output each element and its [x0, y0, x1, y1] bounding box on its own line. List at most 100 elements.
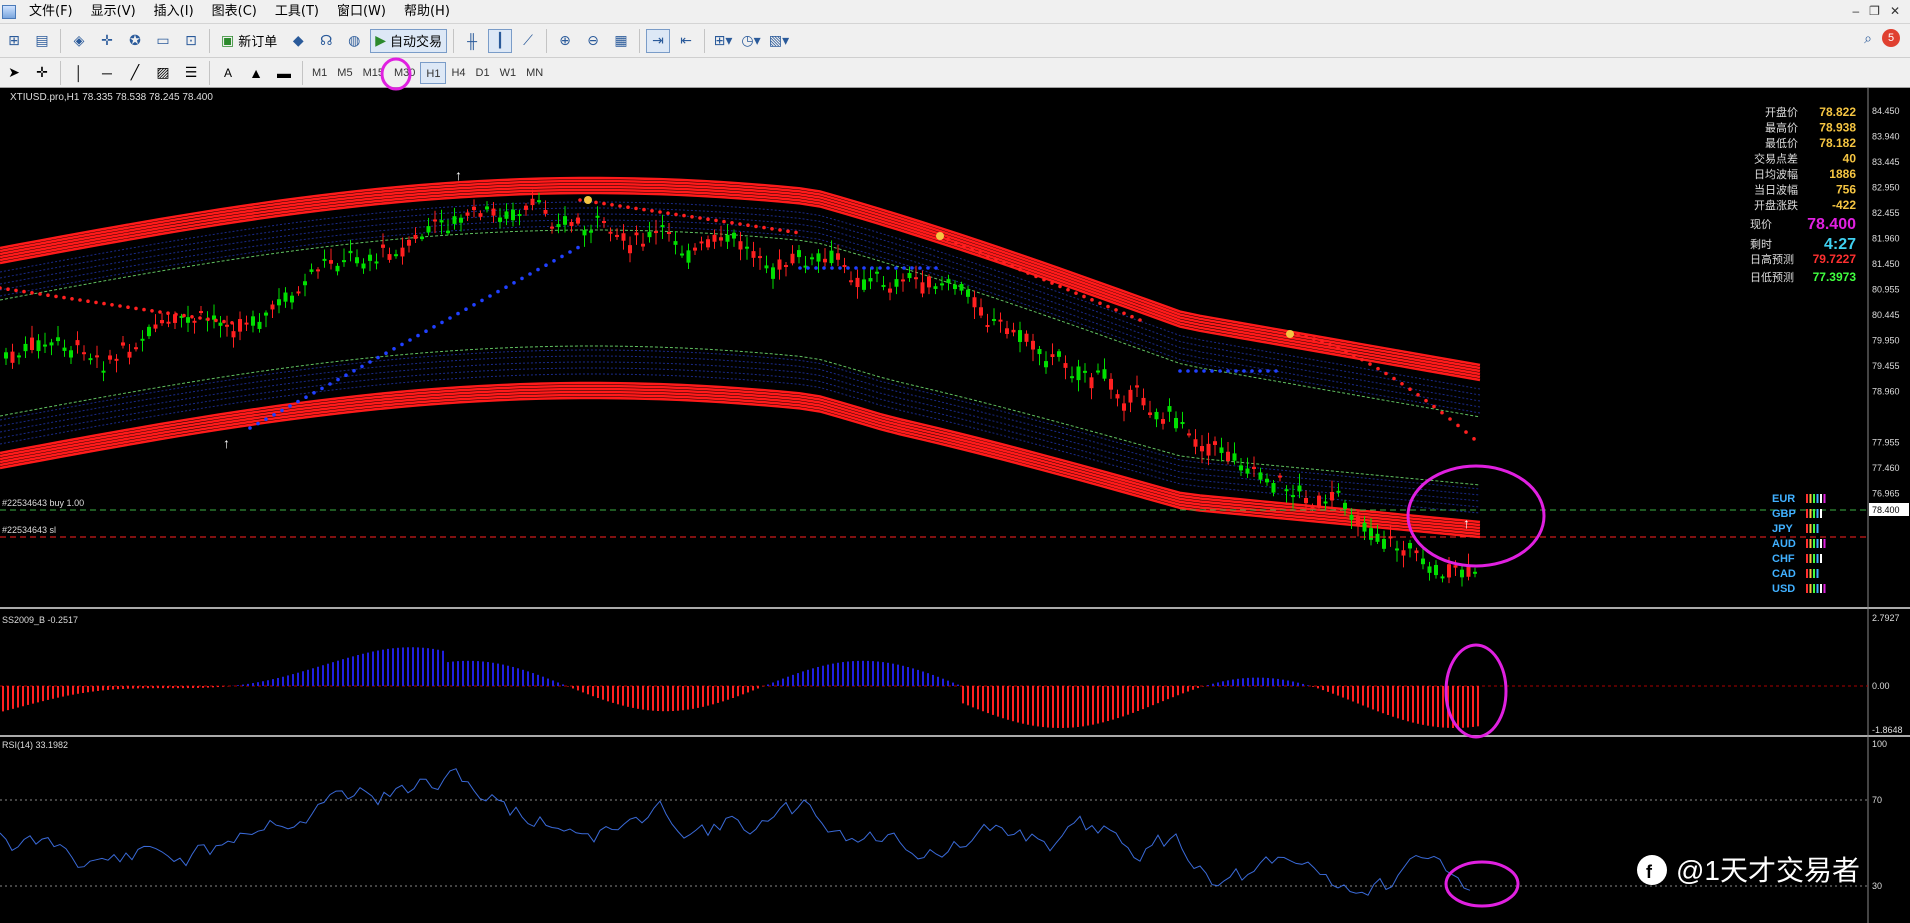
arrow-sign-icon[interactable]: ▲ — [249, 64, 263, 81]
candle-body — [290, 295, 294, 303]
text-label-icon[interactable]: A — [223, 65, 232, 80]
menu-insert[interactable]: 插入(I) — [153, 3, 194, 19]
channel-icon[interactable]: ▨ — [156, 64, 170, 80]
menu-view[interactable]: 显示(V) — [90, 3, 136, 19]
watermark-text: @1天才交易者 — [1676, 855, 1860, 886]
auto-scroll-icon[interactable]: ⇥ — [646, 28, 671, 53]
candle-body — [1083, 370, 1087, 373]
red-trend-dot — [1138, 318, 1142, 322]
vertical-line-icon[interactable]: │ — [74, 64, 84, 81]
crosshair-icon[interactable]: ✛ — [36, 64, 48, 80]
chart-shift-icon[interactable]: ⇤ — [680, 32, 692, 48]
timeframe-m15[interactable]: M15 — [362, 66, 384, 79]
shapes-icon[interactable]: ▬ — [277, 64, 291, 81]
timeframe-m5[interactable]: M5 — [337, 66, 353, 79]
candle-body — [114, 358, 119, 361]
data-window-icon[interactable]: ✛ — [101, 32, 113, 48]
menu-help[interactable]: 帮助(H) — [403, 3, 450, 19]
strength-bar — [1806, 524, 1808, 533]
timeframe-d1[interactable]: D1 — [475, 66, 490, 79]
candle-body — [1362, 522, 1367, 532]
candle-body — [855, 277, 860, 288]
red-trend-dot — [1392, 376, 1396, 381]
currency-label: CHF — [1772, 553, 1795, 565]
strength-bar — [1813, 569, 1815, 578]
navigator-icon[interactable]: ✪ — [129, 32, 141, 48]
tile-windows-icon[interactable]: ▦ — [614, 32, 628, 48]
inner-band-line — [0, 213, 1481, 402]
red-trend-dot — [634, 206, 638, 211]
candle-body — [147, 326, 151, 337]
menu-tools[interactable]: 工具(T) — [274, 3, 319, 19]
price-axis-label: 77.460 — [1872, 463, 1900, 473]
horizontal-line-icon[interactable]: ─ — [102, 64, 112, 81]
zoom-out-icon[interactable]: ⊖ — [587, 32, 599, 48]
timeframe-mn[interactable]: MN — [526, 66, 544, 79]
main-price-pane: XTIUSD.pro,H1 78.335 78.538 78.245 78.40… — [0, 88, 1910, 923]
cursor-icon[interactable]: ➤ — [8, 64, 20, 80]
candle-body — [920, 282, 925, 294]
new-order-button[interactable]: ▣ 新订单 — [216, 29, 282, 53]
blue-trend-dot — [504, 285, 508, 289]
auto-trading-button[interactable]: ▶ 自动交易 — [370, 28, 448, 53]
trendline-icon[interactable]: ╱ — [130, 64, 140, 80]
menu-charts[interactable]: 图表(C) — [211, 3, 257, 19]
timeframe-h1[interactable]: H1 — [420, 61, 447, 84]
price-axis-label: 84.450 — [1872, 106, 1900, 116]
red-trend-dot — [1098, 301, 1102, 305]
chart-window[interactable]: XTIUSD.pro,H1 78.335 78.538 78.245 78.40… — [0, 88, 1910, 923]
search-icon[interactable]: ⌕ — [1864, 29, 1872, 46]
candle-body — [959, 283, 964, 291]
info-value: -422 — [1832, 198, 1856, 212]
candle-body — [1128, 389, 1133, 403]
indicators-icon[interactable]: ⊞▾ — [713, 32, 733, 48]
inner-band-line — [0, 225, 1481, 414]
terminal-icon[interactable]: ▭ — [156, 32, 170, 48]
menu-file[interactable]: 文件(F) — [29, 3, 73, 19]
timeframe-m1[interactable]: M1 — [312, 66, 328, 79]
watermark-logo-icon — [1637, 855, 1667, 885]
red-trend-dot — [198, 316, 202, 320]
minimize-icon[interactable]: – — [1852, 4, 1860, 18]
strength-bar — [1816, 539, 1819, 548]
blue-trend-dot — [1242, 369, 1246, 373]
candle-body — [1135, 385, 1139, 388]
candle-body — [1050, 354, 1055, 357]
ss2009-indicator-pane: SS2009_B -0.2517 2.7927 0.00 -1.8648 — [0, 613, 1903, 735]
chart-canvas[interactable]: XTIUSD.pro,H1 78.335 78.538 78.245 78.40… — [0, 88, 1910, 923]
periods-icon[interactable]: ◷▾ — [741, 32, 761, 48]
menu-window[interactable]: 窗口(W) — [336, 3, 386, 19]
candle-body — [862, 279, 866, 290]
timeframe-h4[interactable]: H4 — [451, 66, 466, 79]
templates-icon[interactable]: ▧▾ — [768, 32, 790, 48]
timeframe-w1[interactable]: W1 — [499, 66, 517, 79]
lower-band-line — [0, 384, 1481, 527]
blue-trend-dot — [934, 266, 938, 270]
candle-body — [1102, 369, 1107, 379]
red-trend-dot — [794, 230, 798, 235]
candlestick-icon[interactable]: ┃ — [488, 28, 513, 53]
market-watch-icon[interactable]: ◈ — [73, 32, 85, 48]
bar-chart-icon[interactable]: ╫ — [467, 32, 477, 49]
red-trend-dot — [754, 224, 758, 229]
candle-body — [998, 319, 1003, 322]
blue-trend-dot — [1266, 369, 1270, 373]
candle-body — [1317, 495, 1321, 508]
metaeditor-icon[interactable]: ◆ — [292, 32, 304, 48]
profiles-icon[interactable]: ▤ — [35, 32, 49, 48]
blue-trend-dot — [440, 320, 444, 325]
blue-trend-dot — [1218, 369, 1222, 373]
candle-body — [1304, 498, 1308, 504]
close-icon[interactable]: ✕ — [1889, 4, 1900, 18]
notification-badge[interactable]: 5 — [1882, 29, 1900, 47]
strategy-tester-icon[interactable]: ⊡ — [185, 32, 197, 48]
market-icon[interactable]: ◍ — [348, 32, 361, 48]
restore-icon[interactable]: ❐ — [1869, 4, 1880, 18]
fibonacci-icon[interactable]: ☰ — [184, 64, 198, 80]
line-chart-icon[interactable]: ⟋ — [523, 32, 533, 48]
new-chart-icon[interactable]: ⊞ — [8, 32, 20, 48]
zoom-in-icon[interactable]: ⊕ — [559, 32, 571, 48]
candle-body — [140, 338, 145, 341]
signals-icon[interactable]: ☊ — [320, 32, 333, 48]
blue-trend-dot — [1210, 369, 1214, 373]
